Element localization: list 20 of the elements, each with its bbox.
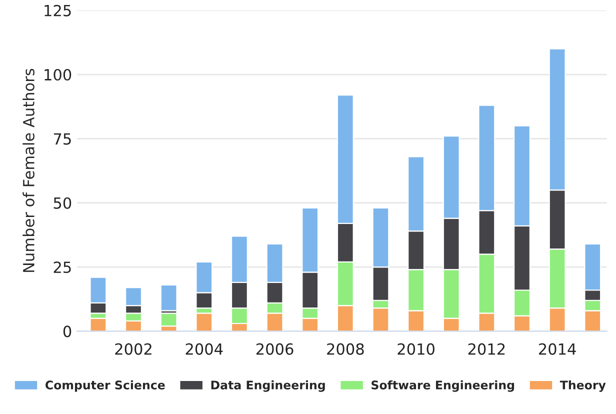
x-tick-label: 2010 [398, 343, 434, 355]
y-tick-label: 100 [44, 68, 72, 81]
legend-label: Software Engineering [372, 380, 514, 392]
y-tick-label: 75 [54, 133, 71, 145]
legend-label: Theory [560, 380, 606, 392]
y-tick-label: 25 [54, 261, 71, 274]
x-tick-label: 2008 [327, 343, 364, 355]
bar [160, 312, 178, 327]
y-tick-label: 0 [63, 326, 72, 338]
legend-label: Computer Science [46, 380, 165, 392]
bar [160, 284, 178, 312]
x-tick-label: 2004 [186, 343, 223, 355]
x-tick-label: 2006 [256, 343, 294, 355]
x-tick-label: 2014 [538, 343, 576, 355]
y-axis-title: Number of Female Authors [22, 68, 34, 272]
y-tick-label: 50 [54, 197, 72, 209]
x-tick-label: 2002 [115, 343, 152, 355]
legend-label: Data Engineering [211, 380, 325, 392]
y-tick-label: 125 [44, 4, 71, 16]
x-tick-label: 2012 [468, 343, 505, 355]
